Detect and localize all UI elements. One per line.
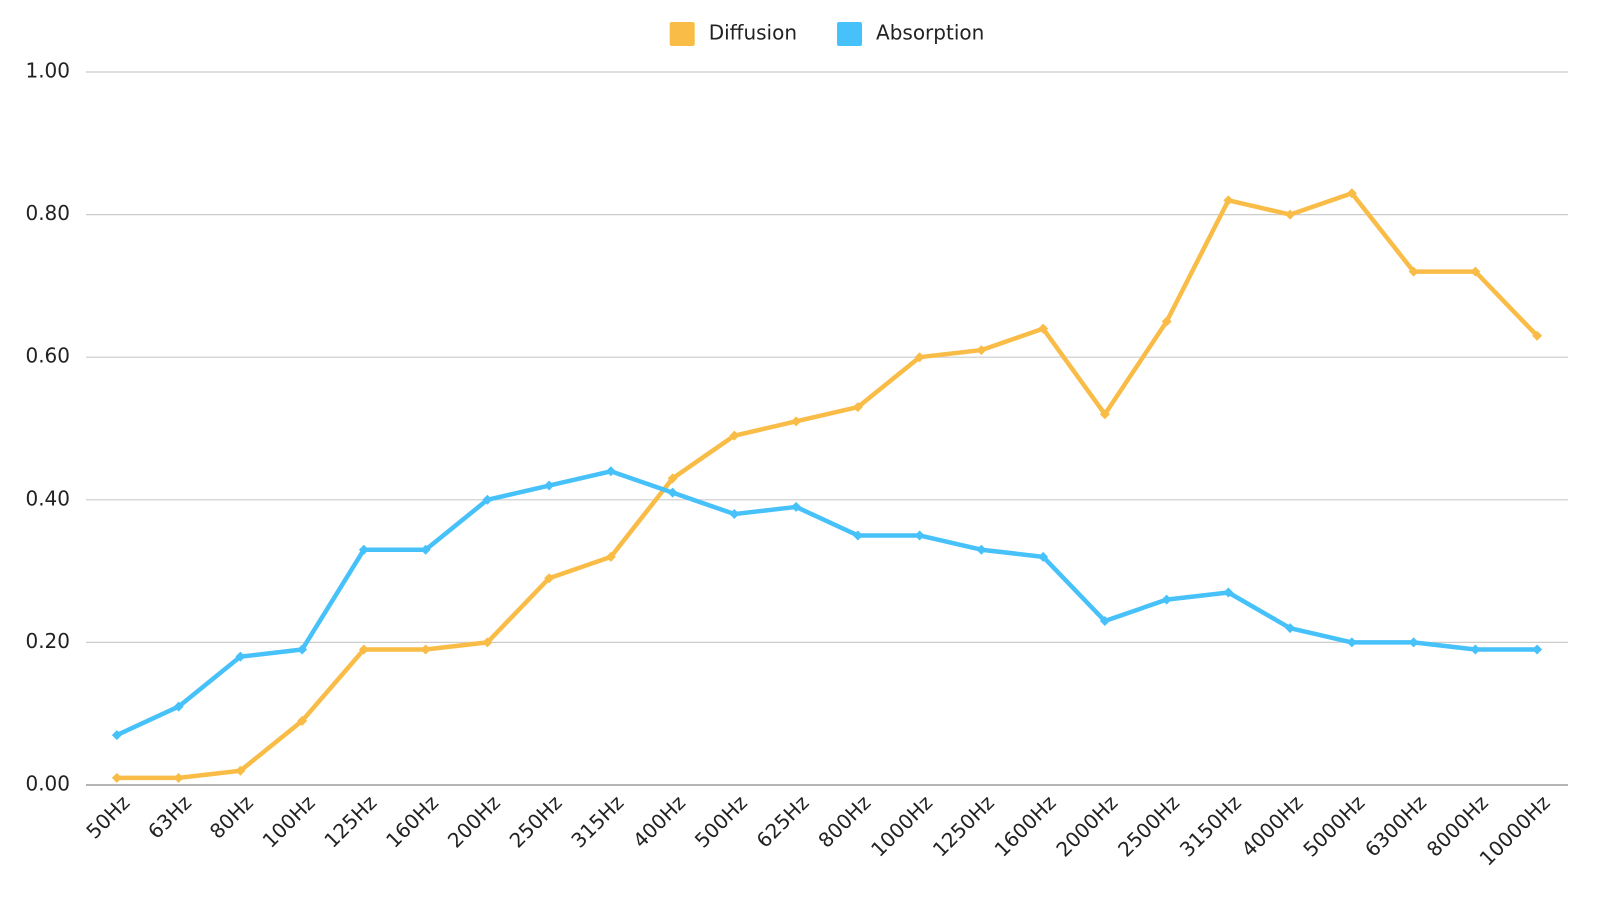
x-tick-label: 1600Hz	[990, 790, 1061, 861]
legend: Diffusion Absorption	[669, 21, 984, 46]
point	[729, 430, 740, 441]
x-tick-label: 3150Hz	[1175, 790, 1246, 861]
x-tick-label: 400Hz	[628, 790, 690, 852]
x-tick-label: 125Hz	[319, 790, 381, 852]
point	[1346, 637, 1357, 648]
x-tick-label: 4000Hz	[1237, 790, 1308, 861]
x-tick-label: 200Hz	[443, 790, 505, 852]
point	[1223, 195, 1234, 206]
point	[111, 772, 122, 783]
point	[1346, 188, 1357, 199]
legend-item: Absorption	[837, 21, 984, 46]
series-line	[116, 190, 1539, 781]
y-tick-label: 1.00	[25, 59, 70, 83]
x-tick-label: 250Hz	[505, 790, 567, 852]
x-tick-label: 2500Hz	[1113, 790, 1184, 861]
x-tick-label: 160Hz	[381, 790, 443, 852]
point	[544, 480, 555, 491]
x-tick-label: 500Hz	[690, 790, 752, 852]
point	[1099, 409, 1110, 420]
point	[1532, 644, 1543, 655]
point	[482, 494, 493, 505]
point	[667, 487, 678, 498]
point	[667, 473, 678, 484]
point	[297, 644, 308, 655]
y-tick-label: 0.40	[25, 486, 70, 510]
point	[235, 651, 246, 662]
point	[605, 466, 616, 477]
point	[1408, 266, 1419, 277]
point	[420, 644, 431, 655]
point	[1285, 623, 1296, 634]
point	[1470, 644, 1481, 655]
x-tick-label: 625Hz	[752, 790, 814, 852]
series-line	[115, 469, 1538, 738]
point	[791, 416, 802, 427]
x-tick-label: 80Hz	[205, 790, 258, 843]
legend-label: Diffusion	[709, 21, 797, 45]
point	[852, 402, 863, 413]
point	[976, 345, 987, 356]
point	[729, 509, 740, 520]
point	[914, 352, 925, 363]
point	[791, 501, 802, 512]
y-tick-label: 0.20	[25, 629, 70, 653]
point	[544, 573, 555, 584]
point	[852, 530, 863, 541]
x-tick-label: 2000Hz	[1051, 790, 1122, 861]
point	[297, 715, 308, 726]
x-tick-label: 63Hz	[143, 790, 196, 843]
point	[1223, 587, 1234, 598]
point	[1470, 266, 1481, 277]
y-tick-label: 0.80	[25, 201, 70, 225]
y-tick-label: 0.00	[25, 772, 70, 796]
point	[420, 544, 431, 555]
point	[1161, 316, 1172, 327]
x-tick-label: 1250Hz	[928, 790, 999, 861]
point	[1038, 551, 1049, 562]
point	[358, 544, 369, 555]
y-tick-label: 0.60	[25, 344, 70, 368]
point	[1161, 594, 1172, 605]
point	[1099, 616, 1110, 627]
x-tick-label: 50Hz	[81, 790, 134, 843]
point	[1532, 330, 1543, 341]
legend-swatch	[837, 22, 863, 46]
point	[358, 644, 369, 655]
point	[235, 765, 246, 776]
point	[1038, 323, 1049, 334]
x-tick-label: 1000Hz	[866, 790, 937, 861]
point	[605, 551, 616, 562]
legend-item: Diffusion	[669, 21, 797, 46]
x-tick-label: 6300Hz	[1360, 790, 1431, 861]
point	[111, 730, 122, 741]
point	[914, 530, 925, 541]
point	[482, 637, 493, 648]
x-tick-label: 100Hz	[258, 790, 320, 852]
legend-swatch	[669, 22, 695, 46]
point	[976, 544, 987, 555]
point	[173, 701, 184, 712]
point	[1285, 209, 1296, 220]
x-tick-label: 315Hz	[566, 790, 628, 852]
x-tick-label: 5000Hz	[1298, 790, 1369, 861]
legend-label: Absorption	[876, 21, 984, 45]
point	[1408, 637, 1419, 648]
point	[173, 772, 184, 783]
